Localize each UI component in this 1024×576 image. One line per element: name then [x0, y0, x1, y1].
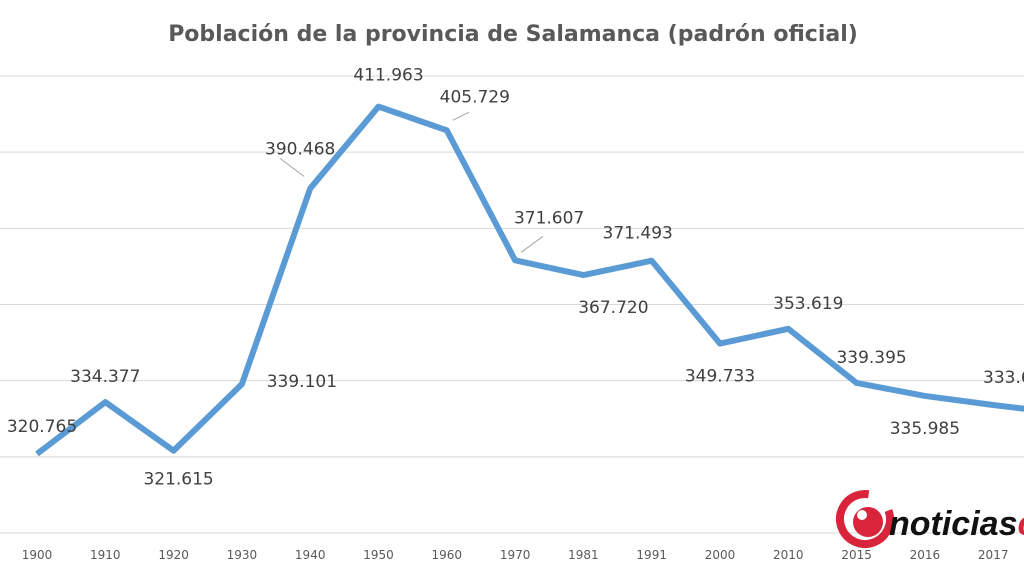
data-label: 333.603	[983, 368, 1024, 388]
x-tick-label: 1910	[90, 548, 121, 562]
x-tick-label: 1981	[568, 548, 599, 562]
x-tick-label: 1991	[636, 548, 667, 562]
chart-title: Población de la provincia de Salamanca (…	[168, 22, 858, 47]
data-label: 335.985	[890, 419, 960, 439]
x-tick-label: 1960	[432, 548, 463, 562]
data-label: 353.619	[773, 294, 843, 314]
data-label: 367.720	[578, 298, 648, 318]
data-label: 321.615	[143, 470, 213, 490]
data-label: 339.101	[267, 372, 337, 392]
data-label: 371.493	[603, 224, 673, 244]
series-line	[35, 103, 1024, 457]
x-tick-label: 1900	[22, 548, 53, 562]
x-tick-label: 2017	[978, 548, 1009, 562]
x-tick-label: 1940	[295, 548, 326, 562]
x-tick-label: 1920	[158, 548, 189, 562]
x-tick-label: 2000	[705, 548, 736, 562]
leader-line	[279, 158, 305, 177]
data-label: 411.963	[353, 66, 423, 86]
noticiascyl-logo: noticiascyl	[836, 490, 1024, 548]
x-tick-label: 1930	[227, 548, 258, 562]
svg-text:noticiascyl: noticiascyl	[889, 505, 1024, 543]
data-label: 390.468	[265, 139, 335, 159]
leader-line	[452, 111, 470, 121]
data-label: 339.395	[836, 348, 906, 368]
data-label: 349.733	[685, 367, 755, 387]
x-tick-label: 1970	[500, 548, 531, 562]
data-label: 334.377	[70, 367, 140, 387]
x-tick-label: 2015	[841, 548, 872, 562]
data-label: 320.765	[7, 417, 77, 437]
x-tick-label: 2016	[910, 548, 941, 562]
x-tick-label: 1950	[363, 548, 394, 562]
data-label: 405.729	[440, 87, 510, 107]
leader-line	[520, 235, 544, 253]
x-tick-label: 2010	[773, 548, 804, 562]
data-label: 371.607	[514, 208, 584, 228]
